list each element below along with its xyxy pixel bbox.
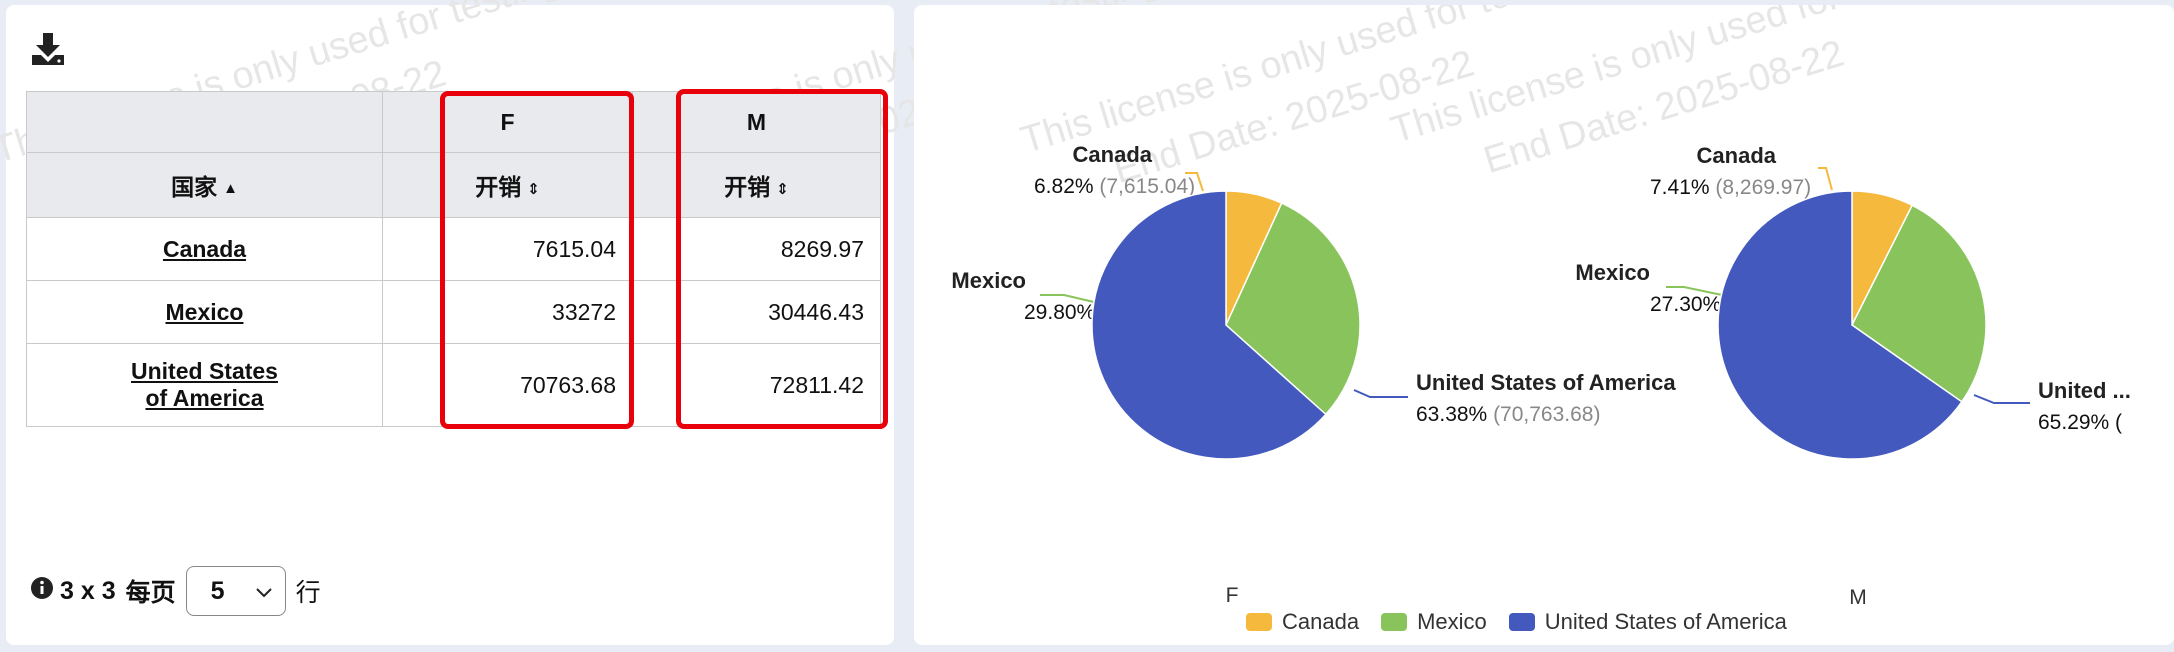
col-header-m: M	[632, 91, 881, 153]
slice-name-label: United States of America	[1416, 370, 1676, 395]
table-cell: 8269.97	[632, 217, 881, 281]
label-leader-line	[1973, 394, 2030, 404]
corner-cell	[26, 91, 383, 153]
pivot-table-panel: This license is only used for testing!En…	[0, 0, 1174, 645]
page-size-select[interactable]: 5	[185, 566, 286, 616]
unit-label: 行	[295, 579, 321, 607]
pie-charts: Canada 6.82% (7,615.04) Mexico 29.80% United…	[951, 142, 2131, 609]
table-cell: 33272	[382, 280, 633, 344]
legend-swatch	[1508, 613, 1535, 631]
highlight-box-f	[440, 91, 634, 429]
table-cell: 72811.42	[632, 343, 881, 427]
slice-percent-label: 63.38% (70,763.68)	[1416, 403, 1600, 426]
pie-slice[interactable]	[1851, 204, 1987, 403]
legend-item-mexico[interactable]: Mexico	[1381, 609, 1487, 635]
label-leader-line	[1185, 172, 1204, 192]
table-cell: 7615.04	[382, 217, 633, 281]
sort-asc-icon[interactable]: ▲	[223, 180, 238, 198]
chevron-down-icon	[255, 577, 273, 606]
pie-slice[interactable]	[1225, 202, 1361, 416]
table-cell: 70763.68	[382, 343, 633, 427]
legend-swatch	[1381, 613, 1408, 631]
download-icon[interactable]	[28, 29, 72, 73]
pivot-table: F M 国家 ▲ 开销 ⇕ 开销 ⇕ Canada 7615.04 8269.97 M…	[26, 91, 881, 427]
page-size-value: 5	[210, 576, 225, 605]
pie-slice[interactable]	[1717, 190, 1963, 460]
slice-name-label: Mexico	[951, 268, 1026, 293]
highlight-box-m	[676, 89, 888, 429]
legend-label: Mexico	[1417, 609, 1487, 634]
row-link-usa[interactable]: United States of America	[131, 358, 278, 411]
sort-icon[interactable]: ⇕	[527, 180, 540, 198]
legend-swatch	[1246, 613, 1272, 631]
slice-name-label: Mexico	[1575, 260, 1650, 285]
chart-title: F	[1226, 584, 1239, 607]
table-row-label: Canada	[26, 217, 383, 281]
slice-name-label: Canada	[1697, 143, 1777, 168]
table-row-label: Mexico	[26, 280, 383, 344]
table-cell: 30446.43	[632, 280, 881, 344]
chart-legend: Canada Mexico United States of America	[1246, 609, 1809, 635]
slice-name-label: United ...	[2038, 378, 2131, 403]
slice-name-label: Canada	[1073, 142, 1153, 167]
slice-percent-label: 7.41% (8,269.97)	[1650, 176, 1811, 199]
legend-item-canada[interactable]: Canada	[1246, 609, 1359, 635]
measure-header-m[interactable]: 开销 ⇕	[632, 152, 881, 218]
slice-percent-label: 65.29% (	[2038, 411, 2122, 434]
pie-slice[interactable]	[1091, 190, 1327, 460]
measure-header-f[interactable]: 开销 ⇕	[382, 152, 633, 218]
chart-title: M	[1849, 586, 1867, 609]
legend-label: Canada	[1282, 609, 1360, 634]
row-link-mexico[interactable]: Mexico	[165, 298, 244, 325]
legend-item-usa[interactable]: United States of America	[1508, 609, 1787, 635]
slice-percent-label: 6.82% (7,615.04)	[1034, 175, 1195, 198]
per-page-label: 每页	[125, 579, 176, 607]
pie-chart-panel: This license is only used for testing! En…	[914, 5, 2174, 645]
dims-text: 3 x 3	[60, 576, 116, 605]
table-row-label: United States of America	[26, 343, 383, 427]
label-leader-line	[1353, 389, 1408, 398]
legend-label: United States of America	[1544, 609, 1787, 634]
row-header-country[interactable]: 国家 ▲	[26, 152, 383, 218]
label-leader-line	[1818, 167, 1833, 191]
row-link-canada[interactable]: Canada	[162, 235, 247, 262]
pagination-footer: 3 x 3 每页 5 行	[30, 563, 321, 619]
label-leader-line	[1040, 294, 1095, 303]
info-icon	[30, 576, 54, 607]
label-leader-line	[1666, 286, 1723, 296]
sort-icon[interactable]: ⇕	[776, 180, 789, 198]
slice-percent-label: 29.80%	[1024, 301, 1095, 324]
